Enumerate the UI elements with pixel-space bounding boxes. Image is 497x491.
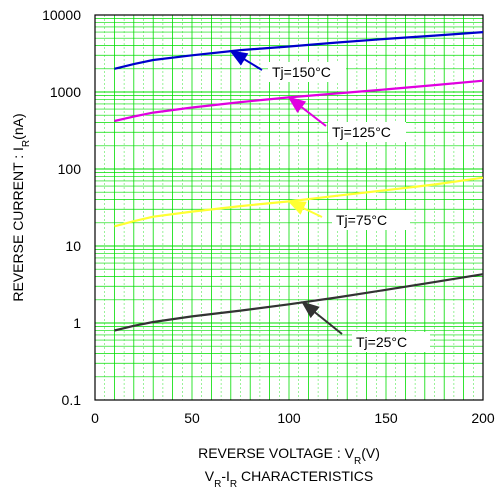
x-axis-label: REVERSE VOLTAGE : VR(V)	[198, 445, 380, 467]
annotation-label-bg	[332, 210, 410, 230]
chart-caption: VR-IR CHARACTERISTICS	[205, 468, 374, 490]
y-axis-label: REVERSE CURRENT : IR(nA)	[10, 113, 32, 301]
x-tick-label: 200	[471, 410, 495, 426]
annotation-arrow	[229, 50, 263, 71]
x-tick-label: 50	[184, 410, 200, 426]
annotation-arrow	[287, 96, 327, 127]
series-lines	[114, 31, 484, 332]
plot-frame	[94, 14, 484, 401]
y-tick-label: 100	[58, 161, 82, 177]
annotation-label-bg	[268, 62, 346, 82]
y-tick-label: 10000	[42, 7, 81, 23]
series-line	[114, 176, 484, 228]
series-line	[114, 31, 484, 70]
series-annotations: Tj=150°C Tj=125°C Tj=75°C Tj=25°C	[229, 50, 430, 352]
y-tick-label: 0.1	[62, 392, 82, 408]
series-line	[114, 79, 484, 123]
annotation-label-bg	[328, 122, 406, 142]
x-tick-label: 0	[91, 410, 99, 426]
series-line	[114, 273, 484, 332]
x-tick-label: 100	[277, 410, 301, 426]
annotation-arrow	[301, 301, 343, 335]
x-tick-label: 150	[374, 410, 398, 426]
annotation-label: Tj=75°C	[336, 212, 387, 228]
y-tick-label: 1000	[50, 84, 81, 100]
annotation-label: Tj=25°C	[356, 334, 407, 350]
annotation-arrow	[287, 200, 323, 218]
y-tick-label: 10	[65, 238, 81, 254]
y-tick-label: 1	[73, 315, 81, 331]
annotation-label: Tj=125°C	[332, 124, 391, 140]
annotation-label-bg	[352, 332, 430, 352]
x-tick-labels: 0 50 100 150 200	[91, 410, 495, 426]
annotation-label: Tj=150°C	[272, 64, 331, 80]
y-tick-labels: 0.1 1 10 100 1000 10000	[42, 7, 81, 408]
